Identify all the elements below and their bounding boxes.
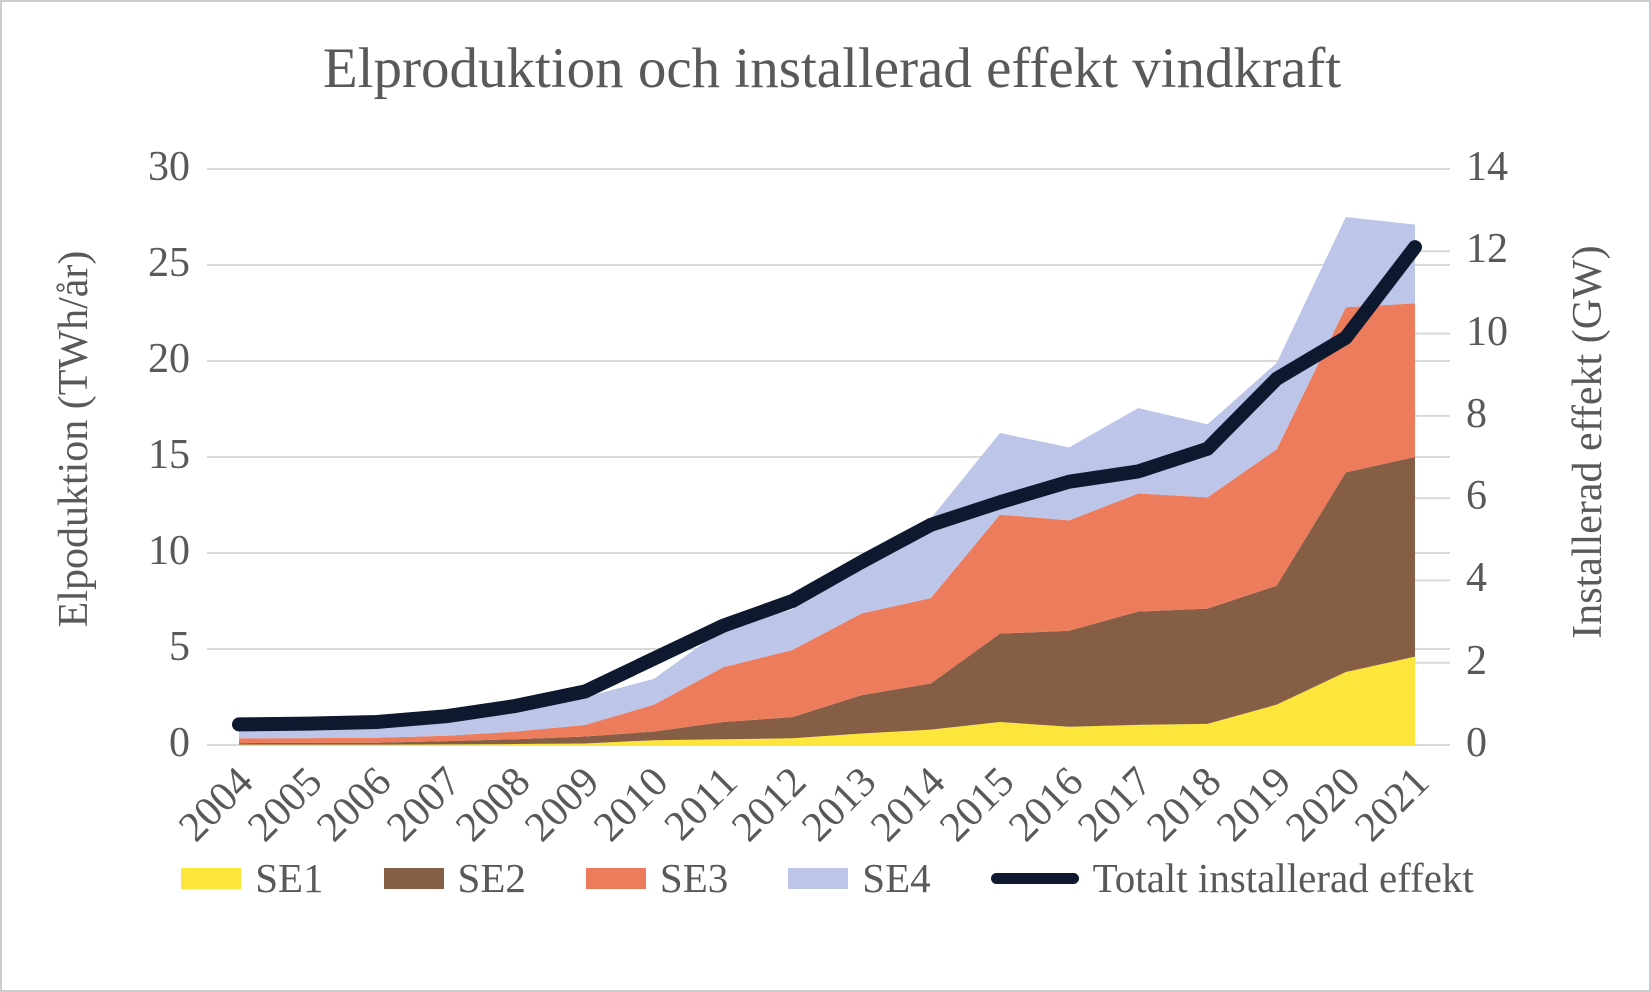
chart-title: Elproduktion och installerad effekt vind… <box>322 37 1342 100</box>
legend-label: SE1 <box>255 855 324 901</box>
legend-item-se4: SE4 <box>788 854 931 902</box>
right-axis-tick-label: 10 <box>1466 308 1508 355</box>
left-axis-title: Elpoduktion (TWh/år) <box>51 250 97 628</box>
area-se2 <box>239 457 1415 745</box>
right-axis-title: Installerad effekt (GW) <box>1565 245 1611 639</box>
left-axis-tick-label: 10 <box>148 528 190 574</box>
legend-label: Totalt installerad effekt <box>1092 855 1474 901</box>
right-axis-tick-label: 8 <box>1466 390 1487 437</box>
right-axis-tick-label: 6 <box>1466 473 1487 520</box>
area-se3 <box>239 303 1415 744</box>
left-axis-tick-label: 25 <box>148 240 190 286</box>
right-axis-tick-label: 2 <box>1466 637 1487 684</box>
right-axis-tick-label: 12 <box>1466 226 1508 273</box>
legend-swatch-se1 <box>181 867 242 889</box>
area-se4 <box>239 217 1415 739</box>
legend-swatch-total <box>990 872 1079 884</box>
legend-item-se3: SE3 <box>585 854 729 902</box>
right-axis-tick-label: 4 <box>1466 555 1487 602</box>
legend-item-se2: SE2 <box>383 854 526 902</box>
area-se1 <box>239 656 1415 745</box>
legend-item-se1: SE1 <box>181 854 324 902</box>
left-axis-tick-label: 5 <box>169 624 190 670</box>
left-axis-tick-label: 0 <box>169 720 190 766</box>
legend-swatch-se3 <box>585 867 646 889</box>
right-axis-tick-label: 14 <box>1466 144 1508 190</box>
legend-label: SE4 <box>862 855 931 901</box>
right-axis-tick-label: 0 <box>1466 720 1487 766</box>
legend-swatch-se2 <box>383 867 444 889</box>
legend-swatch-se4 <box>788 867 849 889</box>
legend: SE1 SE2 SE3 SE4 Totalt installerad effekt <box>2 854 1649 902</box>
legend-label: SE2 <box>457 855 526 901</box>
legend-label: SE3 <box>659 855 729 901</box>
left-axis-tick-label: 20 <box>148 336 190 382</box>
left-axis-tick-label: 15 <box>148 432 190 478</box>
left-axis-tick-label: 30 <box>148 144 190 190</box>
legend-item-total: Totalt installerad effekt <box>990 854 1474 902</box>
total-capacity-line <box>232 240 1422 732</box>
